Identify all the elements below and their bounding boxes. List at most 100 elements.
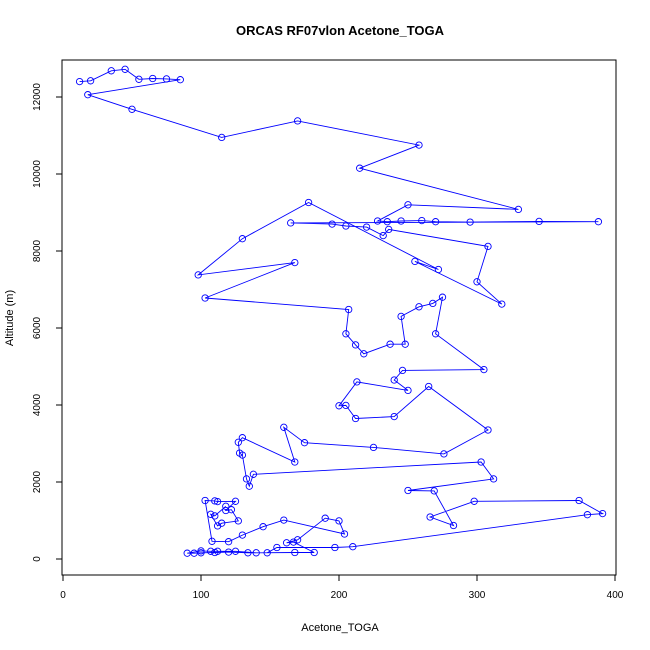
data-point bbox=[213, 547, 222, 555]
data-point bbox=[280, 516, 288, 524]
data-point bbox=[224, 538, 233, 546]
data-point bbox=[404, 201, 412, 209]
data-point bbox=[535, 217, 543, 226]
x-tick-label: 300 bbox=[469, 590, 486, 601]
data-point bbox=[300, 439, 309, 447]
data-point bbox=[242, 475, 251, 483]
data-point bbox=[238, 531, 247, 539]
data-point bbox=[349, 543, 357, 551]
data-point bbox=[386, 340, 394, 348]
data-point bbox=[415, 303, 423, 311]
data-point bbox=[484, 242, 492, 251]
data-point bbox=[498, 300, 506, 308]
y-tick-label: 4000 bbox=[32, 393, 43, 416]
data-point bbox=[369, 443, 378, 452]
data-point bbox=[342, 330, 350, 338]
data-point bbox=[287, 219, 295, 227]
data-point bbox=[259, 523, 267, 531]
data-point bbox=[84, 91, 92, 99]
data-point bbox=[331, 543, 339, 552]
data-point bbox=[379, 231, 387, 240]
data-point bbox=[480, 365, 488, 374]
data-point bbox=[293, 117, 302, 125]
data-point bbox=[213, 497, 222, 506]
data-point bbox=[190, 549, 198, 557]
data-point bbox=[282, 539, 291, 547]
data-point bbox=[477, 458, 485, 466]
y-axis: 0 2000 4000 6000 8000 10000 12000 bbox=[32, 83, 63, 562]
data-point bbox=[342, 222, 350, 230]
data-point bbox=[183, 549, 191, 557]
data-point bbox=[484, 426, 492, 434]
data-point bbox=[231, 547, 240, 555]
data-point bbox=[342, 401, 350, 410]
data-point bbox=[149, 74, 157, 83]
data-point bbox=[227, 506, 236, 514]
data-point bbox=[234, 438, 242, 446]
data-point bbox=[207, 547, 215, 555]
data-point bbox=[291, 458, 299, 466]
data-point bbox=[397, 217, 405, 225]
data-point bbox=[211, 497, 219, 505]
data-point bbox=[328, 220, 336, 228]
data-point bbox=[425, 382, 433, 391]
data-point bbox=[201, 294, 209, 302]
data-point bbox=[176, 76, 184, 84]
data-point bbox=[411, 257, 419, 266]
data-point bbox=[383, 218, 391, 226]
y-tick-label: 6000 bbox=[32, 316, 43, 339]
data-point bbox=[218, 133, 226, 142]
data-point bbox=[397, 312, 405, 321]
data-point bbox=[197, 549, 205, 557]
data-point bbox=[162, 75, 171, 83]
data-point bbox=[280, 423, 288, 431]
data-point bbox=[489, 475, 498, 483]
data-point bbox=[351, 414, 360, 423]
data-point bbox=[466, 218, 474, 226]
data-point bbox=[293, 536, 302, 544]
data-point bbox=[249, 470, 258, 478]
x-tick-label: 100 bbox=[193, 590, 210, 601]
data-point bbox=[238, 235, 247, 243]
data-point bbox=[291, 258, 299, 267]
data-point bbox=[351, 341, 360, 349]
data-point bbox=[128, 105, 136, 113]
data-point bbox=[211, 512, 219, 520]
y-tick-label: 8000 bbox=[32, 239, 43, 262]
data-point bbox=[107, 67, 115, 75]
data-point bbox=[353, 378, 361, 386]
x-tick-label: 0 bbox=[60, 590, 66, 601]
data-point bbox=[583, 511, 592, 519]
data-point bbox=[390, 376, 398, 384]
data-point bbox=[273, 543, 281, 552]
data-point bbox=[473, 278, 481, 286]
data-point bbox=[252, 549, 260, 557]
series-layer bbox=[75, 65, 607, 557]
data-point bbox=[575, 496, 583, 505]
data-point bbox=[430, 487, 438, 495]
data-point bbox=[345, 305, 353, 314]
data-point bbox=[594, 218, 603, 226]
y-tick-label: 12000 bbox=[32, 83, 43, 111]
data-point bbox=[135, 75, 143, 83]
data-point bbox=[418, 216, 426, 225]
data-point bbox=[310, 548, 318, 557]
data-point bbox=[385, 225, 393, 234]
data-point bbox=[207, 510, 215, 518]
data-point bbox=[75, 77, 84, 86]
data-point bbox=[213, 522, 222, 530]
data-point bbox=[208, 537, 216, 545]
x-axis-label: Acetone_TOGA bbox=[301, 622, 379, 634]
data-point bbox=[438, 293, 447, 301]
plot-frame bbox=[61, 59, 617, 576]
data-point bbox=[244, 549, 252, 557]
data-point bbox=[321, 514, 329, 522]
x-tick-label: 400 bbox=[607, 590, 624, 601]
data-point bbox=[514, 205, 523, 214]
data-point bbox=[340, 530, 349, 538]
data-point bbox=[470, 497, 478, 505]
y-tick-label: 0 bbox=[32, 556, 43, 562]
data-point bbox=[201, 496, 209, 505]
y-tick-label: 10000 bbox=[32, 160, 43, 188]
